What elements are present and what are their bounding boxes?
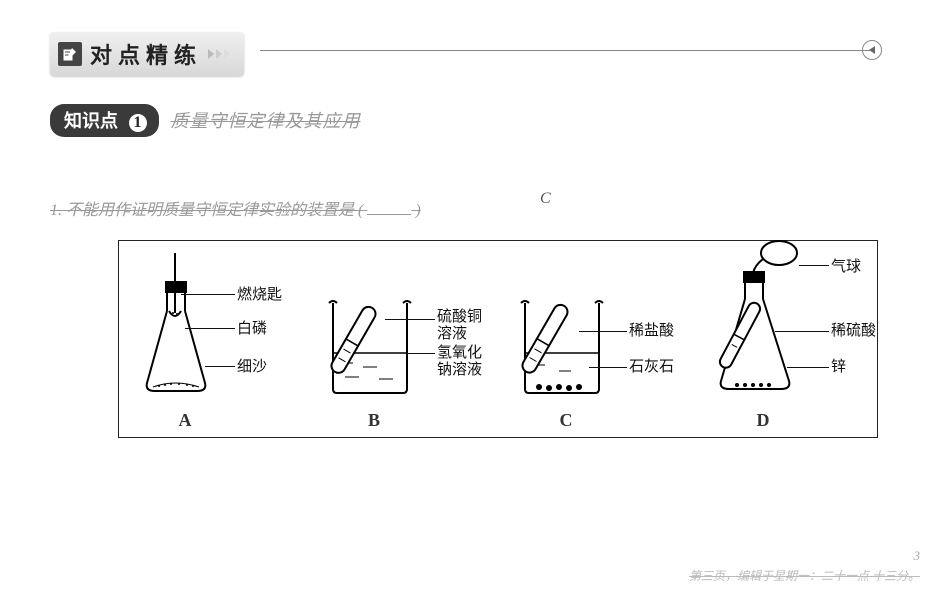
label-C: C: [511, 410, 621, 431]
knowledge-point-row: 知识点 1 质量守恒定律及其应用: [50, 104, 361, 137]
knowledge-point-title: 质量守恒定律及其应用: [171, 107, 361, 133]
apparatus-A: A: [135, 253, 235, 431]
question-number: 1.: [50, 202, 62, 219]
annot-B-1: 硫酸铜: [437, 309, 482, 326]
leader-line: [205, 366, 235, 367]
flask-D-svg: [703, 235, 823, 403]
beaker-C-svg: [511, 253, 621, 403]
annot-B-4: 钠溶液: [437, 362, 482, 379]
section-header: 对点精练: [50, 32, 244, 76]
annot-B-2: 溶液: [437, 326, 467, 343]
paren-close: ): [415, 202, 420, 219]
footer-note: 第三页，编辑于星期一：二十一点 十三分。: [689, 567, 920, 584]
annot-A-3: 细沙: [237, 359, 267, 376]
label-D: D: [703, 410, 823, 431]
leader-line: [775, 331, 829, 332]
leader-line: [787, 367, 829, 368]
leader-line: [185, 328, 235, 329]
leader-line: [579, 331, 627, 332]
page-number: 3: [914, 548, 921, 564]
leader-line: [799, 265, 829, 266]
annot-C-2: 石灰石: [629, 359, 674, 376]
paren-open: (: [358, 202, 363, 219]
beaker-B-svg: [319, 253, 429, 403]
question-text: 1. 不能用作证明质量守恒定律实验的装置是 ( ): [50, 196, 421, 220]
question-answer: C: [540, 190, 551, 208]
annot-A-2: 白磷: [237, 321, 267, 338]
label-A: A: [135, 410, 235, 431]
knowledge-point-badge: 知识点 1: [50, 104, 159, 137]
leader-line: [385, 319, 435, 320]
section-title: 对点精练: [90, 38, 202, 70]
header-divider: [260, 50, 870, 51]
annot-D-1: 气球: [831, 259, 861, 276]
question-body: 不能用作证明质量守恒定律实验的装置是: [66, 202, 354, 219]
annot-B-3: 氢氧化: [437, 345, 482, 362]
apparatus-C: C: [511, 253, 621, 431]
annot-A-1: 燃烧匙: [237, 287, 282, 304]
annot-C-1: 稀盐酸: [629, 323, 674, 340]
section-badge: 对点精练: [50, 32, 244, 76]
leader-line: [589, 367, 627, 368]
annot-D-3: 锌: [831, 359, 846, 376]
knowledge-point-label: 知识点: [64, 111, 118, 131]
pencil-note-icon: [58, 42, 82, 66]
annot-D-2: 稀硫酸: [831, 323, 876, 340]
nav-prev-icon[interactable]: [862, 40, 882, 60]
label-B: B: [319, 410, 429, 431]
leader-line: [181, 294, 235, 295]
diagram-container: A 燃烧匙 白磷 细沙 B 硫酸铜: [118, 240, 878, 438]
leader-line: [407, 353, 435, 354]
apparatus-B: B: [319, 253, 429, 431]
answer-blank: [367, 214, 411, 215]
chevron-right-icon: [208, 49, 230, 59]
knowledge-point-number: 1: [127, 112, 149, 134]
